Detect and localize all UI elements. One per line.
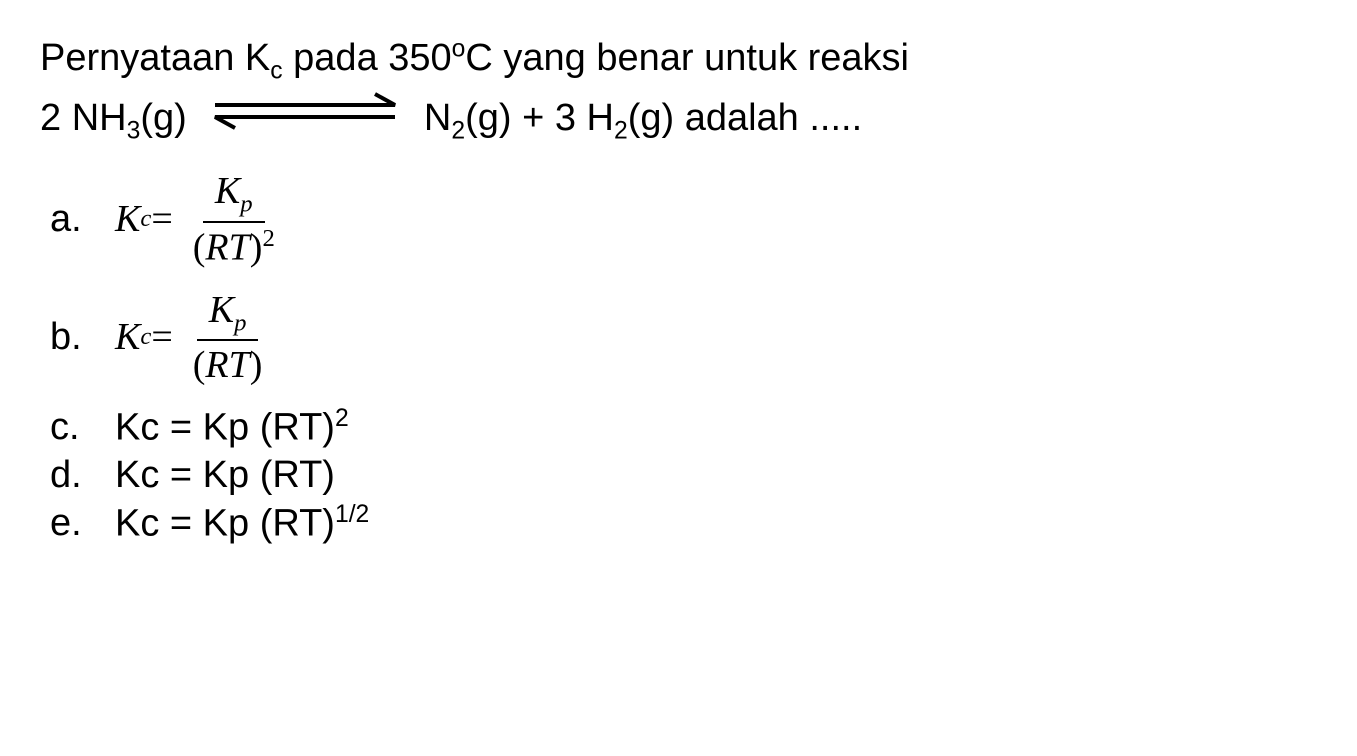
option-content-e: Kc = Kp (RT)1/2 [115,501,369,546]
option-letter-e: e. [50,502,95,545]
opt-e-text: Kc = Kp (RT) [115,502,335,544]
opt-b-denominator: (RT) [181,341,275,387]
q-sub-2: 3 [127,117,141,144]
q-state-1: (g) [140,97,186,139]
opt-b-lhs-k: K [115,315,140,359]
q-sub-1: c [270,58,282,85]
opt-d-text: Kc = Kp (RT) [115,454,335,496]
question-text: Pernyataan Kc pada 350oC yang benar untu… [40,30,1317,149]
option-content-c: Kc = Kp (RT)2 [115,405,349,450]
opt-a-equals: = [151,197,172,241]
q-text-3: C yang benar untuk reaksi [465,37,909,79]
option-c: c. Kc = Kp (RT)2 [50,405,1317,450]
opt-a-numerator: Kp [203,169,265,223]
q-state-2: (g) + 3 H [465,97,614,139]
equilibrium-arrow-icon [205,90,405,149]
opt-b-num-sub: p [234,309,246,336]
q-state-3: (g) adalah ..... [628,97,862,139]
opt-a-den-open: ( [193,227,206,269]
opt-a-den-sup: 2 [262,225,274,252]
q-sub-4: 2 [614,117,628,144]
opt-e-sup: 1/2 [335,501,369,528]
q-sup-1: o [452,35,466,62]
opt-a-denominator: (RT)2 [181,223,287,270]
opt-c-text: Kc = Kp (RT) [115,407,335,449]
q-coef-1: 2 NH [40,97,127,139]
option-a: a. Kc = Kp (RT)2 [50,169,1317,269]
option-content-b: Kc = Kp (RT) [115,288,274,388]
opt-c-sup: 2 [335,405,349,432]
option-e: e. Kc = Kp (RT)1/2 [50,501,1317,546]
option-d: d. Kc = Kp (RT) [50,454,1317,497]
opt-a-num-sub: p [240,191,252,218]
opt-a-den-close: ) [250,227,263,269]
opt-a-lhs-sub: c [140,205,151,233]
opt-a-num-k: K [215,170,240,212]
q-coef-2: N [424,97,451,139]
option-letter-a: a. [50,198,95,241]
q-sub-3: 2 [451,117,465,144]
opt-b-numerator: Kp [197,288,259,342]
q-text-2: pada 350 [283,37,452,79]
opt-a-fraction: Kp (RT)2 [181,169,287,269]
option-letter-c: c. [50,406,95,449]
opt-a-den-rt: RT [205,227,249,269]
opt-b-den-close: ) [250,344,263,386]
option-letter-d: d. [50,454,95,497]
opt-b-den-rt: RT [205,344,249,386]
opt-b-lhs-sub: c [140,323,151,351]
opt-b-num-k: K [209,289,234,331]
opt-b-fraction: Kp (RT) [181,288,275,388]
option-content-d: Kc = Kp (RT) [115,454,335,497]
q-text-1: Pernyataan K [40,37,270,79]
opt-a-lhs-k: K [115,197,140,241]
option-b: b. Kc = Kp (RT) [50,288,1317,388]
question-line1: Pernyataan Kc pada 350oC yang benar untu… [40,30,1317,90]
question-line2: 2 NH3(g) N2(g) + 3 H2(g) adalah ..... [40,90,1317,150]
options-list: a. Kc = Kp (RT)2 b. Kc = Kp [50,169,1317,545]
option-content-a: Kc = Kp (RT)2 [115,169,287,269]
option-letter-b: b. [50,316,95,359]
opt-b-equals: = [151,315,172,359]
opt-b-den-open: ( [193,344,206,386]
